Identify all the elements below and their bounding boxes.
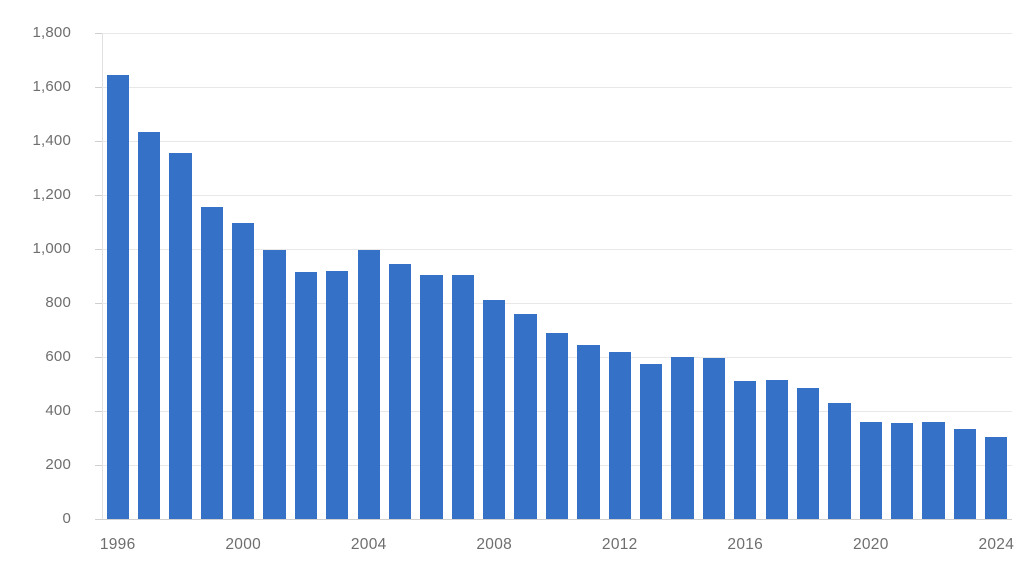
bar-2010 (545, 332, 569, 519)
bar-2012 (608, 351, 631, 519)
bar-2000 (232, 223, 255, 519)
x-tick-label: 2016 (727, 536, 764, 553)
x-axis-line (102, 519, 1012, 520)
y-axis-tick (95, 357, 102, 358)
bar-2006 (420, 274, 443, 519)
bar-2018 (796, 388, 820, 519)
bar-2014 (671, 357, 694, 519)
x-tick-label: 2020 (852, 536, 889, 553)
y-tick-label: 1,800 (32, 24, 71, 41)
y-tick-label: 1,200 (32, 186, 71, 203)
bar-1999 (200, 207, 223, 519)
bar-2002 (294, 271, 318, 519)
bar-1996 (106, 74, 129, 519)
gridline (102, 249, 1012, 250)
y-axis-tick (95, 87, 102, 88)
bar-1997 (137, 131, 161, 519)
bar-2013 (639, 363, 663, 519)
x-tick-label: 2000 (225, 536, 262, 553)
y-axis-tick (95, 195, 102, 196)
gridline (102, 33, 1012, 34)
y-tick-label: 200 (45, 456, 71, 473)
x-tick-label: 2024 (978, 536, 1015, 553)
bar-2001 (263, 250, 286, 519)
bar-2008 (483, 300, 506, 519)
x-tick-label: 1996 (99, 536, 136, 553)
bar-2024 (985, 436, 1008, 519)
y-axis-tick (95, 303, 102, 304)
plot-area (95, 33, 1012, 520)
bar-2020 (859, 421, 882, 519)
bar-2019 (828, 402, 851, 519)
bar-2023 (953, 428, 977, 519)
bar-2016 (734, 381, 757, 519)
y-tick-label: 1,000 (32, 240, 71, 257)
gridline (102, 141, 1012, 142)
x-tick-label: 2012 (601, 536, 638, 553)
bar-2005 (388, 263, 412, 519)
bar-2004 (357, 250, 380, 519)
y-tick-label: 800 (45, 294, 71, 311)
y-tick-label: 1,600 (32, 78, 71, 95)
bar-2022 (922, 421, 945, 519)
gridline (102, 303, 1012, 304)
bar-1998 (169, 153, 192, 519)
gridline (102, 195, 1012, 196)
y-axis-line (102, 33, 103, 519)
y-axis-tick (95, 465, 102, 466)
bar-2015 (702, 358, 726, 519)
y-axis-tick (95, 141, 102, 142)
bar-2021 (891, 423, 914, 519)
y-axis-tick (95, 33, 102, 34)
y-axis-tick (95, 249, 102, 250)
y-tick-label: 400 (45, 402, 71, 419)
y-tick-label: 600 (45, 348, 71, 365)
bar-2017 (765, 379, 788, 519)
gridline (102, 87, 1012, 88)
y-tick-label: 0 (62, 510, 71, 527)
bar-2011 (577, 344, 600, 519)
x-tick-label: 2004 (350, 536, 387, 553)
bar-2003 (326, 270, 349, 519)
bar-2007 (451, 274, 474, 519)
bar-2009 (514, 313, 537, 519)
y-axis-tick (95, 411, 102, 412)
y-axis-tick (95, 519, 102, 520)
y-tick-label: 1,400 (32, 132, 71, 149)
x-tick-label: 2008 (476, 536, 513, 553)
